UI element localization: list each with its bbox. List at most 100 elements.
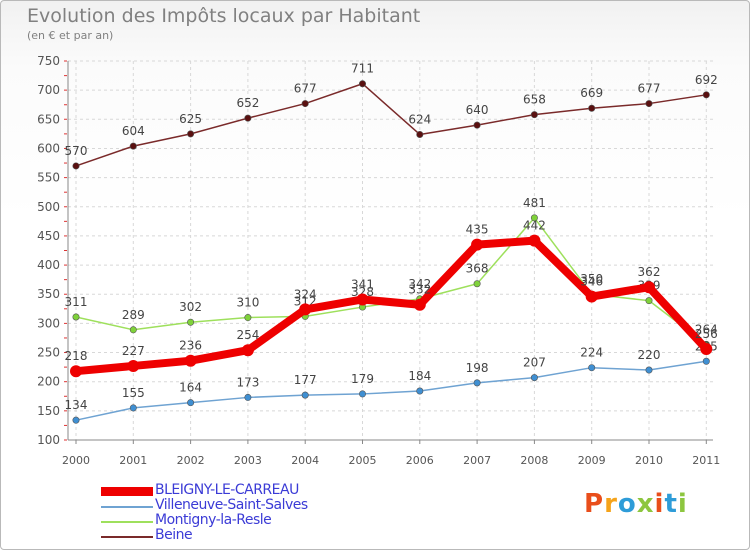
data-point-villeneuve xyxy=(187,399,195,407)
x-tick-label: 2008 xyxy=(520,454,548,467)
data-label-villeneuve: 179 xyxy=(351,372,374,386)
data-point-villeneuve xyxy=(530,374,538,382)
logo-letter: i xyxy=(654,489,665,519)
data-label-montigny: 342 xyxy=(408,277,431,291)
data-point-beine xyxy=(588,104,596,112)
data-label-bleigny: 442 xyxy=(523,219,546,233)
logo-letter: r xyxy=(604,489,618,519)
x-tick-label: 2011 xyxy=(692,454,720,467)
data-label-bleigny: 256 xyxy=(695,327,718,341)
data-point-beine xyxy=(645,100,653,108)
y-tick-label: 700 xyxy=(37,83,60,97)
series-line-beine xyxy=(75,82,707,167)
data-point-bleigny xyxy=(528,234,541,247)
series-line-villeneuve xyxy=(75,360,707,421)
data-label-bleigny: 236 xyxy=(179,339,202,353)
series-line-bleigny xyxy=(75,236,710,376)
data-point-montigny xyxy=(72,313,80,321)
data-point-montigny xyxy=(473,280,481,288)
y-tick-label: 300 xyxy=(37,316,60,330)
data-point-bleigny xyxy=(471,238,484,251)
data-label-bleigny: 346 xyxy=(580,275,603,289)
data-label-montigny: 264 xyxy=(695,322,718,336)
data-label-beine: 570 xyxy=(65,144,88,158)
data-label-montigny: 311 xyxy=(65,295,88,309)
legend-swatch-bleigny xyxy=(101,487,153,496)
data-label-montigny: 350 xyxy=(580,272,603,286)
data-label-villeneuve: 134 xyxy=(65,398,88,412)
data-label-montigny: 328 xyxy=(351,285,374,299)
data-point-villeneuve xyxy=(416,387,424,395)
x-tick-label: 2010 xyxy=(635,454,663,467)
y-tick-label: 400 xyxy=(37,258,60,272)
series-line-montigny xyxy=(75,217,707,345)
data-label-villeneuve: 198 xyxy=(466,361,489,375)
legend-label-montigny: Montigny-la-Resle xyxy=(155,512,272,528)
x-tick-label: 2005 xyxy=(349,454,377,467)
data-point-beine xyxy=(416,130,424,138)
data-label-montigny: 481 xyxy=(523,196,546,210)
data-label-bleigny: 362 xyxy=(638,265,661,279)
data-point-bleigny xyxy=(241,344,254,357)
data-point-bleigny xyxy=(184,354,197,367)
x-tick-label: 2009 xyxy=(578,454,606,467)
data-label-bleigny: 341 xyxy=(351,277,374,291)
data-label-villeneuve: 155 xyxy=(122,386,145,400)
data-label-beine: 669 xyxy=(580,86,603,100)
x-tick-label: 2002 xyxy=(177,454,205,467)
logo-letter: i xyxy=(677,489,688,519)
data-label-bleigny: 227 xyxy=(122,344,145,358)
data-point-villeneuve xyxy=(645,366,653,374)
data-point-villeneuve xyxy=(301,391,309,399)
data-label-bleigny: 254 xyxy=(236,328,259,342)
data-point-bleigny xyxy=(700,343,713,356)
proxiti-logo: Proxiti xyxy=(584,489,688,519)
data-label-beine: 640 xyxy=(466,103,489,117)
legend-label-bleigny: BLEIGNY-LE-CARREAU xyxy=(155,482,299,498)
data-point-bleigny xyxy=(127,359,140,372)
chart-subtitle: (en € et par an) xyxy=(27,29,114,42)
data-point-villeneuve xyxy=(702,357,710,365)
x-tick-label: 2001 xyxy=(119,454,147,467)
data-label-beine: 658 xyxy=(523,93,546,107)
y-tick-label: 200 xyxy=(37,375,60,389)
data-label-bleigny: 435 xyxy=(466,223,489,237)
chart-title: Evolution des Impôts locaux par Habitant xyxy=(27,5,421,27)
data-label-villeneuve: 177 xyxy=(294,373,317,387)
data-point-montigny xyxy=(530,214,538,222)
legend-swatch-beine xyxy=(101,536,153,538)
data-point-beine xyxy=(358,80,366,88)
data-point-villeneuve xyxy=(473,379,481,387)
data-label-montigny: 302 xyxy=(179,300,202,314)
legend-label-villeneuve: Villeneuve-Saint-Salves xyxy=(155,497,308,513)
data-label-beine: 677 xyxy=(638,82,661,96)
data-point-villeneuve xyxy=(588,364,596,372)
data-point-bleigny xyxy=(585,290,598,303)
data-label-montigny: 368 xyxy=(466,262,489,276)
data-point-bleigny xyxy=(413,298,426,311)
y-tick-label: 500 xyxy=(37,200,60,214)
data-point-beine xyxy=(187,130,195,138)
data-label-montigny: 289 xyxy=(122,308,145,322)
data-point-bleigny xyxy=(356,293,369,306)
data-label-villeneuve: 224 xyxy=(580,346,603,360)
y-tick-label: 150 xyxy=(37,404,60,418)
data-point-villeneuve xyxy=(358,390,366,398)
logo-letter: P xyxy=(584,489,605,519)
data-point-bleigny xyxy=(299,303,312,316)
y-tick-label: 250 xyxy=(37,346,60,360)
data-point-beine xyxy=(301,100,309,108)
data-label-bleigny: 332 xyxy=(408,283,431,297)
y-tick-label: 100 xyxy=(37,433,60,447)
y-tick-label: 750 xyxy=(37,54,60,68)
data-label-villeneuve: 220 xyxy=(638,348,661,362)
data-point-beine xyxy=(129,142,137,150)
data-label-beine: 711 xyxy=(351,62,374,76)
data-label-beine: 624 xyxy=(408,112,431,126)
data-label-villeneuve: 184 xyxy=(408,369,431,383)
data-label-beine: 625 xyxy=(179,112,202,126)
data-point-montigny xyxy=(129,326,137,334)
x-tick-label: 2000 xyxy=(62,454,90,467)
y-tick-label: 600 xyxy=(37,141,60,155)
